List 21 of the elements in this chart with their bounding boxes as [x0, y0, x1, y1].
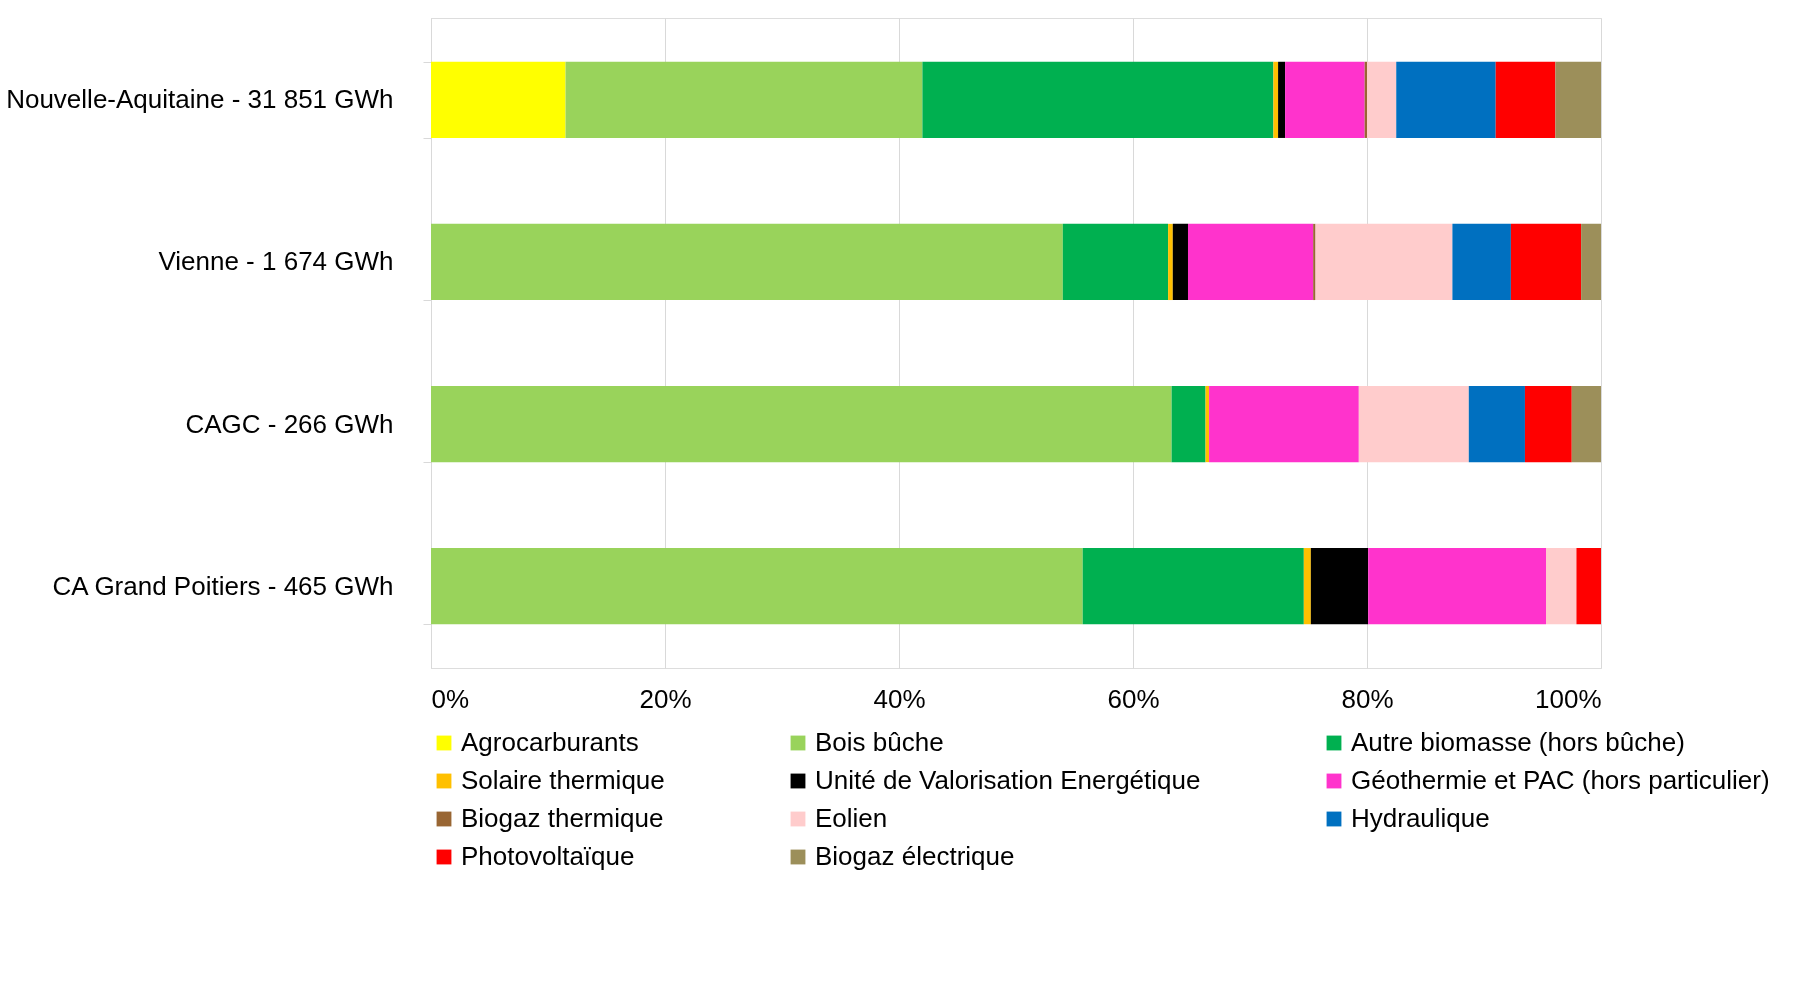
legend-label: Photovoltaïque: [461, 841, 635, 871]
legend-label: Biogaz thermique: [461, 803, 664, 833]
y-tick-label: CA Grand Poitiers - 465 GWh: [52, 570, 394, 601]
legend-label: Hydraulique: [1351, 803, 1490, 833]
x-tick-label: 20%: [639, 683, 692, 714]
legend-label: Unité de Valorisation Energétique: [815, 765, 1201, 795]
legend-label: Eolien: [815, 803, 888, 833]
x-tick-label: 100%: [1535, 683, 1602, 714]
y-tick-label: Vienne - 1 674 GWh: [158, 246, 394, 277]
legend-label: Géothermie et PAC (hors particulier): [1351, 765, 1770, 795]
legend-label: Solaire thermique: [461, 765, 665, 795]
legend-label: Autre biomasse (hors bûche): [1351, 727, 1685, 757]
x-tick-label: 40%: [873, 683, 926, 714]
legend-label: Bois bûche: [815, 727, 944, 757]
legend-label: Biogaz électrique: [815, 841, 1015, 871]
y-tick-label: Nouvelle-Aquitaine - 31 851 GWh: [6, 84, 394, 115]
y-tick-label: CAGC - 266 GWh: [185, 408, 394, 439]
x-tick-label: 60%: [1107, 683, 1160, 714]
x-tick-label: 80%: [1341, 683, 1394, 714]
x-tick-label: 0%: [431, 683, 470, 714]
legend-label: Agrocarburants: [461, 727, 639, 757]
